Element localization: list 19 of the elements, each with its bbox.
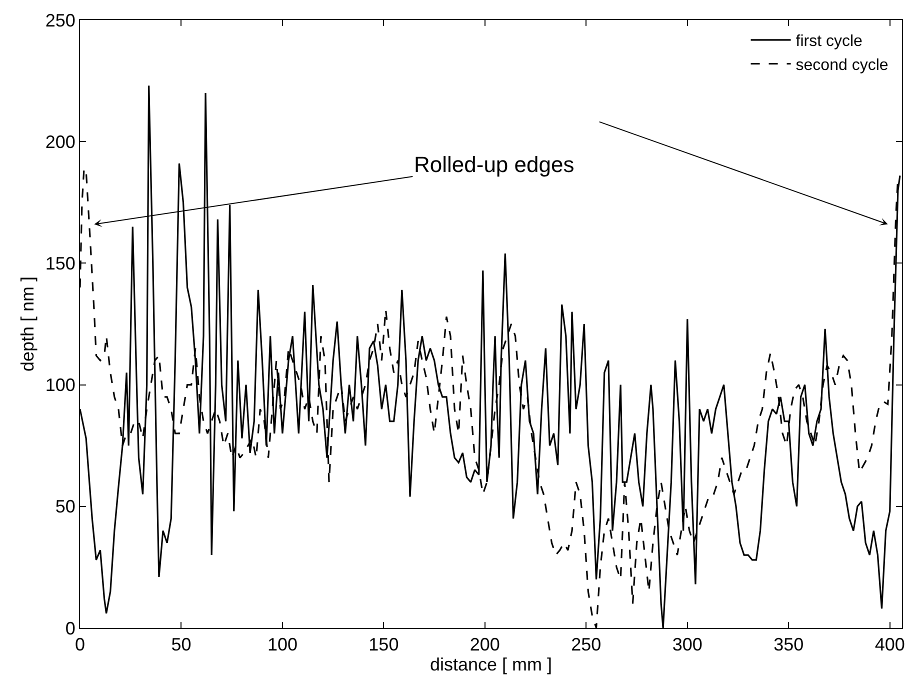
x-tick-label: 350 [774, 634, 804, 655]
y-tick-label: 0 [65, 618, 76, 638]
x-axis-title: distance [ mm ] [430, 654, 552, 675]
y-tick-label: 100 [45, 375, 76, 396]
legend-label: second cycle [796, 56, 888, 74]
y-tick-label: 250 [45, 10, 76, 30]
x-tick-label: 150 [368, 634, 399, 655]
y-tick-label: 50 [55, 496, 76, 517]
y-tick-label: 200 [45, 132, 76, 152]
y-tick-label: 150 [45, 254, 76, 274]
x-tick-label: 200 [470, 634, 500, 655]
legend-label: first cycle [796, 33, 863, 50]
x-tick-label: 400 [874, 634, 905, 655]
annotation: Rolled-up edges [414, 152, 574, 177]
x-tick-label: 100 [267, 634, 298, 655]
x-tick-label: 50 [171, 634, 192, 655]
x-tick-label: 250 [571, 634, 602, 655]
y-axis-title: depth [ nm ] [18, 276, 38, 372]
x-tick-label: 300 [672, 634, 702, 655]
